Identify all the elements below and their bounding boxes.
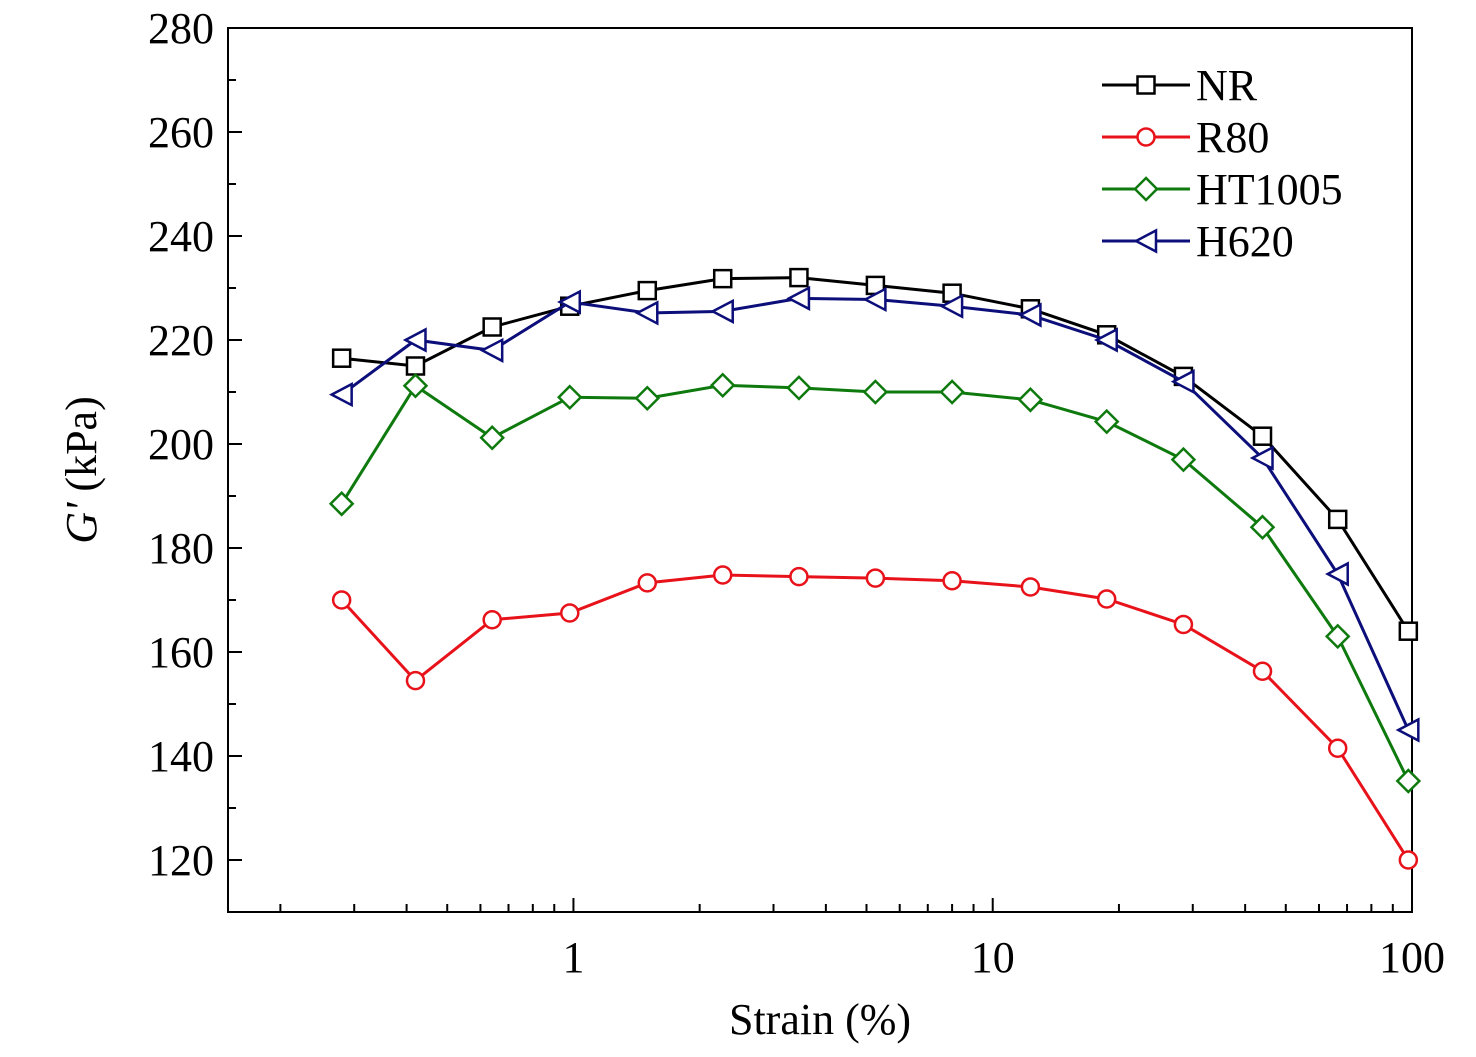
data-point-nr (1252, 426, 1273, 446)
data-point-h620 (328, 382, 353, 408)
data-point-nr (789, 267, 809, 288)
data-point-h620 (1017, 302, 1042, 328)
legend-item-r80: R80 (1102, 113, 1269, 162)
data-point-h620 (402, 327, 427, 353)
y-axis-title: G' (kPa) (57, 396, 106, 544)
data-point-nr (712, 268, 733, 289)
x-axis: 1 10 100 (279, 898, 1445, 982)
y-tick-label: 180 (148, 524, 214, 573)
x-tick-label: 10 (971, 933, 1015, 982)
data-point-r80 (1327, 738, 1348, 758)
data-point-r80 (1398, 850, 1419, 870)
x-tick-label: 1 (562, 933, 584, 982)
legend-marker-nr (1136, 75, 1156, 95)
x-axis-title: Strain (%) (729, 995, 911, 1044)
legend-item-ht1005: HT1005 (1102, 165, 1343, 214)
data-point-r80 (637, 573, 658, 593)
data-point-ht1005 (1170, 446, 1197, 473)
plot-frame-rect (227, 27, 1413, 913)
data-point-h620 (1249, 445, 1274, 471)
data-point-ht1005 (709, 372, 736, 399)
legend-label-r80: R80 (1196, 113, 1269, 162)
data-point-ht1005 (402, 372, 429, 399)
data-point-r80 (1252, 661, 1273, 681)
series-ht1005 (328, 372, 1422, 794)
legend-label-ht1005: HT1005 (1196, 165, 1343, 214)
data-point-h620 (786, 285, 811, 311)
y-tick-label: 160 (148, 628, 214, 677)
data-point-r80 (1096, 589, 1117, 609)
series-h620 (328, 285, 1420, 743)
data-point-ht1005 (939, 379, 965, 405)
data-point-nr (637, 280, 658, 301)
y-axis: 120 140 160 180 200 220 240 260 280 (148, 4, 242, 913)
data-point-ht1005 (479, 424, 505, 451)
data-point-h620 (710, 298, 734, 324)
plot-frame (227, 27, 1413, 913)
legend-label-h620: H620 (1196, 217, 1294, 266)
data-point-h620 (862, 286, 887, 313)
data-point-ht1005 (1093, 408, 1120, 435)
y-axis-title-symbol: G' (57, 501, 106, 544)
data-point-h620 (634, 300, 659, 326)
data-point-ht1005 (1249, 514, 1276, 540)
data-point-r80 (865, 568, 886, 588)
y-tick-label: 220 (148, 316, 214, 365)
y-tick-label: 140 (148, 732, 214, 781)
data-point-r80 (405, 670, 426, 691)
data-point-ht1005 (1395, 768, 1422, 794)
data-point-nr (331, 348, 352, 368)
y-tick-label: 200 (148, 420, 214, 469)
data-point-r80 (789, 566, 809, 587)
data-point-h620 (1170, 369, 1195, 395)
y-tick-label: 240 (148, 212, 214, 261)
series-layer (328, 267, 1422, 870)
data-point-ht1005 (1324, 623, 1351, 650)
data-point-nr (1327, 509, 1348, 530)
y-axis-title-unit: (kPa) (57, 396, 106, 502)
legend-item-nr: NR (1102, 61, 1258, 110)
series-r80 (331, 565, 1419, 870)
legend-marker-r80 (1136, 127, 1156, 147)
data-point-ht1005 (1017, 387, 1044, 413)
data-point-r80 (482, 610, 502, 630)
data-point-r80 (1020, 577, 1041, 597)
data-point-h620 (939, 293, 964, 319)
legend-label-nr: NR (1196, 61, 1258, 110)
data-point-r80 (331, 590, 352, 610)
data-point-r80 (712, 565, 733, 585)
x-tick-label: 100 (1379, 933, 1445, 982)
data-point-ht1005 (862, 379, 889, 405)
y-tick-label: 120 (148, 836, 214, 885)
data-point-ht1005 (634, 385, 661, 412)
y-tick-label: 280 (148, 4, 214, 53)
legend-marker-ht1005 (1133, 176, 1159, 202)
data-point-h620 (1094, 327, 1118, 353)
data-point-ht1005 (556, 384, 583, 410)
data-point-nr (1398, 621, 1419, 641)
data-point-r80 (1173, 614, 1194, 635)
data-point-h620 (1325, 561, 1349, 587)
data-point-r80 (560, 603, 580, 623)
data-point-nr (405, 356, 426, 376)
legend-item-h620: H620 (1102, 217, 1294, 266)
data-point-nr (482, 317, 502, 337)
data-point-r80 (942, 571, 962, 591)
legend-marker-h620 (1133, 228, 1158, 254)
y-tick-label: 260 (148, 108, 214, 157)
data-point-ht1005 (328, 491, 355, 517)
data-point-h620 (479, 337, 504, 363)
data-point-h620 (1395, 717, 1420, 743)
data-point-h620 (557, 289, 582, 315)
data-point-ht1005 (786, 375, 812, 401)
